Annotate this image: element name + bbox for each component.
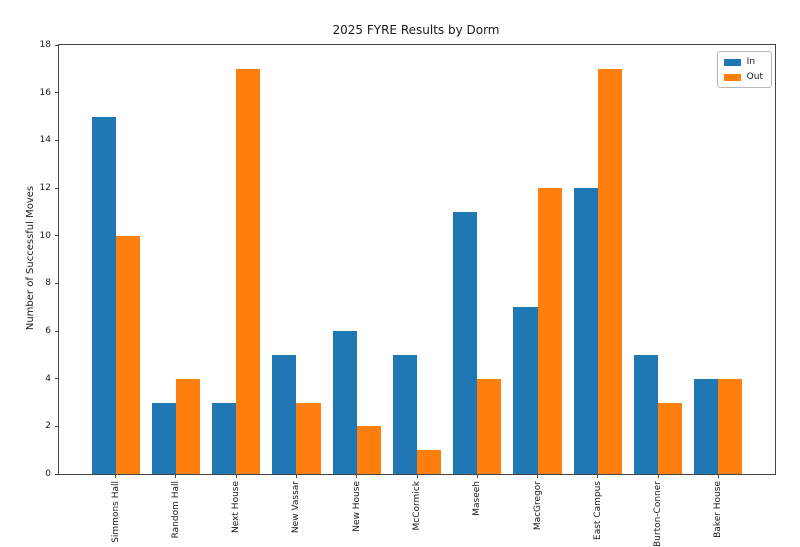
x-tick-mark (115, 474, 117, 478)
y-tick-label: 16 (39, 87, 51, 98)
x-tick-label: Maseeh (472, 481, 483, 516)
y-tick-mark (55, 330, 59, 332)
legend: In Out (716, 51, 772, 88)
bar-out-macgregor (537, 188, 562, 474)
y-tick-mark (55, 425, 59, 427)
x-tick-label: MacGregor (532, 481, 543, 531)
bar-out-east-campus (597, 68, 622, 474)
y-tick-label: 12 (39, 183, 51, 193)
y-tick-mark (55, 92, 59, 94)
y-tick-mark (55, 235, 59, 237)
legend-label-in: In (746, 57, 756, 67)
x-tick-mark (356, 474, 358, 478)
bar-in-maseeh (453, 211, 478, 474)
y-tick-mark (55, 139, 59, 141)
x-tick-label: Baker House (713, 481, 724, 538)
bar-out-maseeh (477, 378, 502, 474)
y-tick-mark (55, 473, 59, 475)
y-tick-mark (55, 378, 59, 380)
bar-in-east-campus (573, 188, 598, 474)
x-tick-mark (175, 474, 177, 478)
legend-swatch-in (723, 58, 741, 66)
bar-in-random-hall (151, 402, 176, 474)
bar-in-new-vassar (272, 354, 297, 474)
legend-label-out: Out (746, 72, 763, 82)
y-tick-mark (55, 44, 59, 46)
bar-in-macgregor (513, 307, 538, 474)
bar-out-new-vassar (296, 402, 321, 474)
bar-out-next-house (236, 68, 261, 474)
chart-title: 2025 FYRE Results by Dorm (332, 23, 500, 37)
x-tick-mark (717, 474, 719, 478)
x-tick-mark (235, 474, 237, 478)
bar-out-baker-house (718, 378, 743, 474)
y-axis-label: Number of Successful Moves (25, 185, 36, 331)
bar-out-simmons-hall (115, 235, 140, 474)
figure: 2025 FYRE Results by Dorm Number of Succ… (25, 23, 776, 547)
x-tick-mark (657, 474, 659, 478)
bar-out-mccormick (417, 450, 442, 474)
x-tick-label: East Campus (592, 481, 603, 540)
x-tick-label: New House (351, 481, 362, 532)
bar-in-burton-conner (633, 354, 659, 474)
y-tick-label: 10 (39, 230, 51, 241)
x-tick-mark (537, 474, 539, 478)
plot-area: In Out 0 2 4 6 8 10 12 14 16 18 Simmons Hall Random… (40, 40, 776, 547)
bar-in-mccormick (392, 354, 417, 474)
y-tick-label: 14 (39, 135, 51, 146)
x-tick-mark (295, 474, 297, 478)
x-tick-mark (416, 474, 418, 478)
x-tick-label: Random Hall (170, 481, 181, 539)
y-tick-label: 6 (45, 326, 51, 336)
y-tick-mark (55, 282, 59, 284)
x-tick-label: Next House (231, 481, 242, 534)
y-tick-label: 8 (45, 278, 51, 289)
y-tick-label: 4 (45, 373, 51, 384)
legend-entry-out: Out (723, 72, 763, 82)
x-tick-mark (597, 474, 599, 478)
y-tick-label: 0 (45, 469, 51, 479)
bar-in-new-house (332, 331, 357, 474)
x-tick-label: Burton-Conner (653, 481, 664, 547)
bar-in-next-house (212, 402, 237, 474)
legend-entry-in: In (723, 57, 763, 67)
x-tick-label: New Vassar (291, 481, 302, 534)
bar-out-burton-conner (658, 402, 683, 474)
y-tick-label: 2 (45, 421, 51, 432)
bar-out-random-hall (175, 378, 201, 474)
bar-out-new-house (356, 426, 381, 474)
y-tick-mark (55, 187, 59, 189)
x-tick-label: McCormick (412, 481, 422, 531)
bar-in-baker-house (694, 378, 719, 474)
y-tick-label: 18 (39, 40, 51, 50)
legend-swatch-out (723, 73, 741, 81)
bar-in-simmons-hall (91, 116, 116, 474)
x-tick-mark (476, 474, 478, 478)
